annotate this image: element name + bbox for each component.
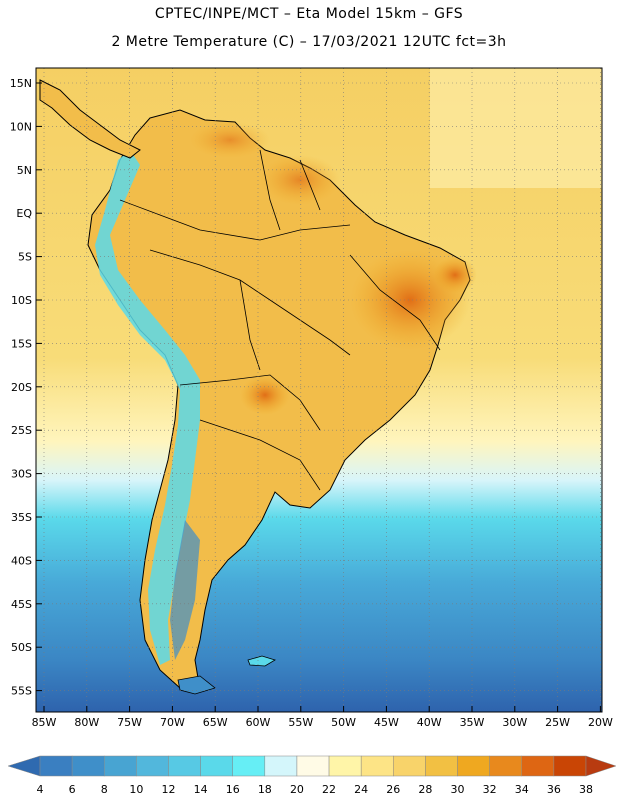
andes-cold-zone [95,150,200,665]
graticule [36,68,602,712]
legend-swatch [328,755,362,777]
legend-swatch [425,755,458,777]
longitude-label: 30W [502,716,527,729]
legend-value-label: 14 [194,783,208,796]
legend-swatch [232,755,266,777]
latitude-label: 15S [11,337,32,350]
latitude-label: 45S [11,598,32,611]
legend-swatch [553,755,587,777]
longitude-label: 35W [460,716,485,729]
latitude-label: 10N [10,120,32,133]
legend-high-arrow [585,755,617,777]
longitude-label: 55W [288,716,313,729]
chart-title-line-2: 2 Metre Temperature (C) – 17/03/2021 12U… [111,34,507,50]
legend-value-label: 10 [129,783,143,796]
country-borders [119,149,441,491]
legend-value-label: 20 [290,783,304,796]
latitude-label: 5S [18,251,32,264]
legend-swatch [457,755,490,777]
legend-swatch [264,755,298,777]
legend-swatch [360,755,394,777]
longitude-label: 60W [246,716,271,729]
legend-value-label: 24 [354,783,368,796]
latitude-label: 55S [11,685,32,698]
longitude-label: 80W [74,716,99,729]
latitude-label: 30S [11,468,32,481]
legend-value-label: 32 [483,783,497,796]
latitude-labels: 15N 10N 5N EQ 5S 10S 15S 20S 25S 30S 35S 40S 45S 50S 5… [10,77,42,698]
latitude-label: EQ [16,207,32,220]
legend-value-label: 12 [161,783,175,796]
chart-title-line-1: CPTEC/INPE/MCT – Eta Model 15km – GFS [154,6,464,22]
legend-value-label: 30 [451,783,465,796]
latitude-label: 10S [11,294,32,307]
longitude-label: 25W [545,716,570,729]
legend-low-arrow [7,755,41,777]
legend-value-label: 22 [322,783,336,796]
legend-value-label: 28 [418,783,432,796]
latitude-label: 5N [17,164,32,177]
legend-swatch [200,755,233,777]
latitude-label: 40S [11,554,32,567]
legend-swatch [393,755,426,777]
longitude-label: 65W [203,716,228,729]
legend-swatch [39,755,73,777]
map-frame [35,67,603,713]
latitude-label: 35S [11,511,32,524]
legend-swatch [296,755,330,777]
legend-swatch [489,755,523,777]
legend-swatch [168,755,201,777]
latitude-label: 15N [10,77,32,90]
longitude-label: 85W [32,716,57,729]
legend-value-label: 16 [226,783,240,796]
legend-value-label: 34 [515,783,529,796]
legend-value-label: 18 [258,783,272,796]
legend-value-label: 36 [547,783,561,796]
color-legend: 4 6 8 10 12 14 16 18 20 22 24 26 28 30 32 34 36 38 [7,755,617,796]
longitude-label: 45W [374,716,399,729]
legend-value-label: 26 [386,783,400,796]
longitude-label: 50W [331,716,356,729]
legend-value-label: 38 [579,783,593,796]
map-plot-area [36,68,602,712]
legend-value-label: 8 [101,783,108,796]
legend-swatch [103,755,137,777]
latitude-label: 25S [11,424,32,437]
legend-value-label: 6 [69,783,76,796]
longitude-labels: 85W 80W 75W 70W 65W 60W 55W 50W 45W 40W 35W 30W 25W 2… [32,706,613,729]
legend-swatch [521,755,555,777]
legend-swatch [71,755,105,777]
latitude-label: 20S [11,381,32,394]
legend-value-label: 4 [37,783,44,796]
latitude-label: 50S [11,641,32,654]
longitude-label: 40W [417,716,442,729]
longitude-label: 70W [160,716,185,729]
longitude-label: 75W [117,716,142,729]
legend-swatch [136,755,169,777]
longitude-label: 20W [588,716,613,729]
